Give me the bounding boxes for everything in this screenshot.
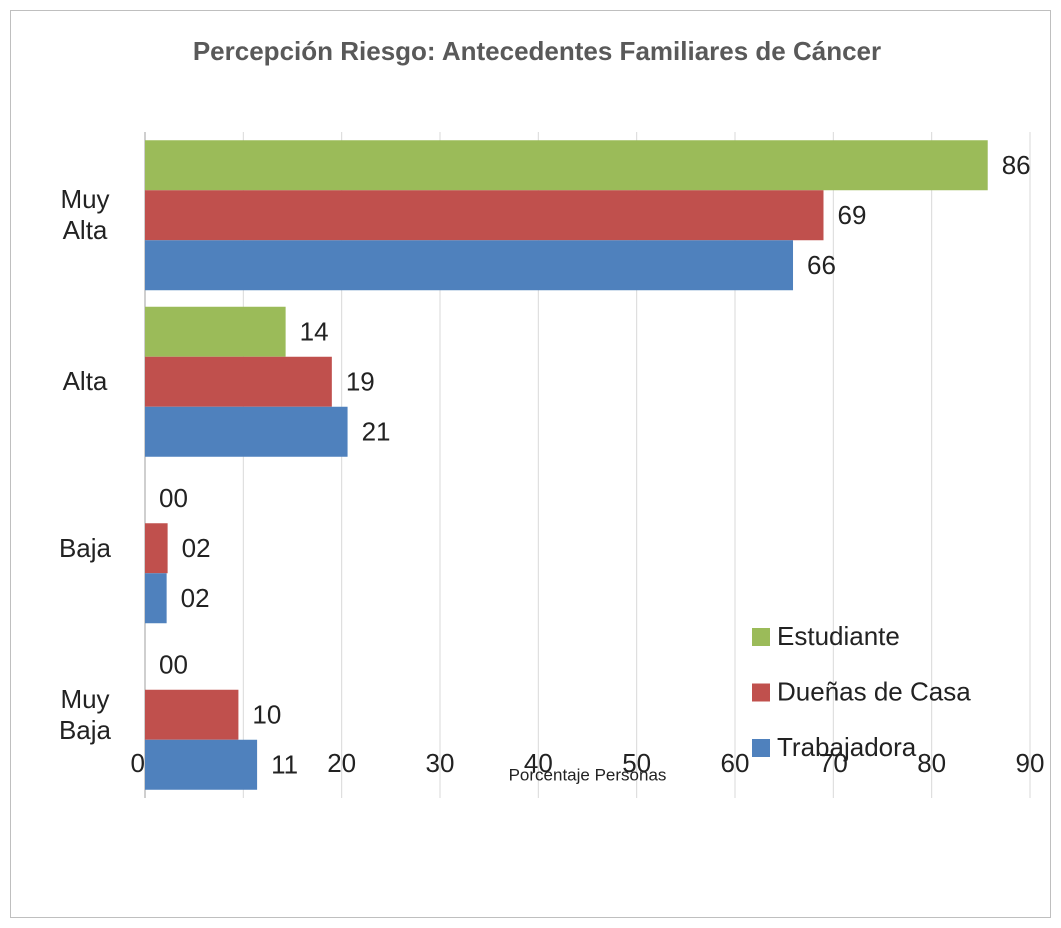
x-tick-label: 50 xyxy=(622,748,651,778)
bar xyxy=(145,356,332,407)
chart-title: Percepción Riesgo: Antecedentes Familiar… xyxy=(192,36,882,66)
bar xyxy=(145,739,258,790)
x-tick-label: 30 xyxy=(426,748,455,778)
legend-label: Trabajadora xyxy=(777,732,917,762)
bar xyxy=(145,190,824,241)
data-label: 00 xyxy=(159,483,188,513)
data-label: 10 xyxy=(252,700,281,730)
data-label: 86 xyxy=(1002,150,1031,180)
y-tick-label: Alta xyxy=(62,366,108,397)
x-tick-label: 60 xyxy=(721,748,750,778)
legend-swatch xyxy=(752,628,770,646)
x-tick-label: 80 xyxy=(917,748,946,778)
y-tick-label: Baja xyxy=(58,532,112,563)
data-label: 00 xyxy=(159,650,188,680)
legend-label: Estudiante xyxy=(777,621,900,651)
data-label: 11 xyxy=(271,750,298,780)
x-tick-label: 20 xyxy=(327,748,356,778)
bar xyxy=(145,689,239,740)
x-tick-label: 70 xyxy=(819,748,848,778)
bar xyxy=(145,573,167,624)
data-label: 02 xyxy=(182,533,211,563)
legend-swatch xyxy=(752,683,770,702)
bar xyxy=(145,240,794,291)
legend-swatch xyxy=(752,739,770,757)
x-axis-label: Porcentaje Personas xyxy=(509,765,667,784)
x-tick-label: 90 xyxy=(1016,748,1045,778)
data-label: 19 xyxy=(346,367,375,397)
bar xyxy=(145,523,168,574)
y-tick-label: Muy Alta xyxy=(60,184,110,246)
legend-label: Dueñas de Casa xyxy=(777,676,971,706)
data-label: 14 xyxy=(300,317,329,347)
chart-border xyxy=(10,10,1051,918)
data-label: 69 xyxy=(838,200,867,230)
data-label: 02 xyxy=(181,583,210,613)
bar xyxy=(145,406,348,457)
data-label: 21 xyxy=(362,417,391,447)
data-label: 66 xyxy=(807,250,836,280)
y-tick-label: Muy Baja xyxy=(58,683,112,745)
bar xyxy=(145,306,286,357)
bar xyxy=(145,140,988,191)
x-tick-label: 40 xyxy=(524,748,553,778)
